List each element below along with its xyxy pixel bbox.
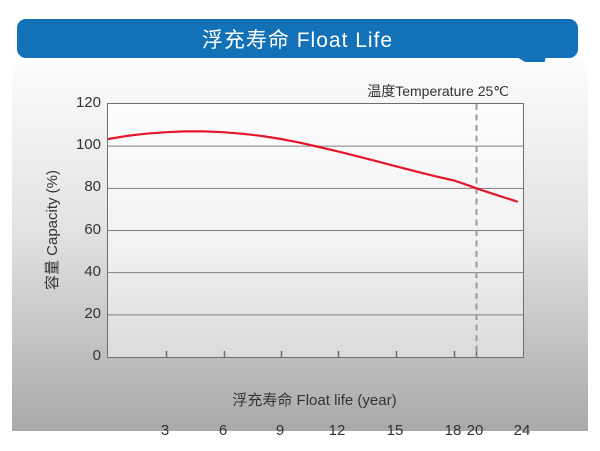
x-axis-title: 浮充寿命 Float life (year) [232,392,397,409]
page-title: 浮充寿命 Float Life [201,28,394,52]
x-tick-label-24: 24 [513,422,531,439]
y-tick-label-60: 60 [84,220,101,238]
capacity-curve [108,130,519,203]
title-banner: 浮充寿命 Float Life [17,19,578,58]
x-tick-label-3: 3 [160,422,170,439]
y-tick-label-100: 100 [75,136,101,154]
x-tick-label-18: 18 [444,422,462,439]
chart-canvas [108,104,523,357]
y-tick-label-120: 120 [75,94,101,111]
plot-area [107,103,524,358]
y-tick-label-80: 80 [84,178,101,196]
x-tick-label-12: 12 [328,422,346,439]
chart-panel: 温度Temperature 25℃ 120 100 80 60 40 20 0 3 6 9 12 1… [12,62,588,439]
x-tick-label-9: 9 [275,422,285,439]
x-tick-label-20: 20 [466,422,484,439]
y-axis-title: 容量 Capacity (%) [44,169,61,290]
x-tick-label-6: 6 [218,422,228,439]
y-tick-label-0: 0 [92,347,101,364]
y-tick-label-40: 40 [84,262,101,280]
x-tick-label-15: 15 [386,422,404,439]
temperature-annotation: 温度Temperature 25℃ [367,83,509,99]
y-tick-label-20: 20 [84,304,101,322]
